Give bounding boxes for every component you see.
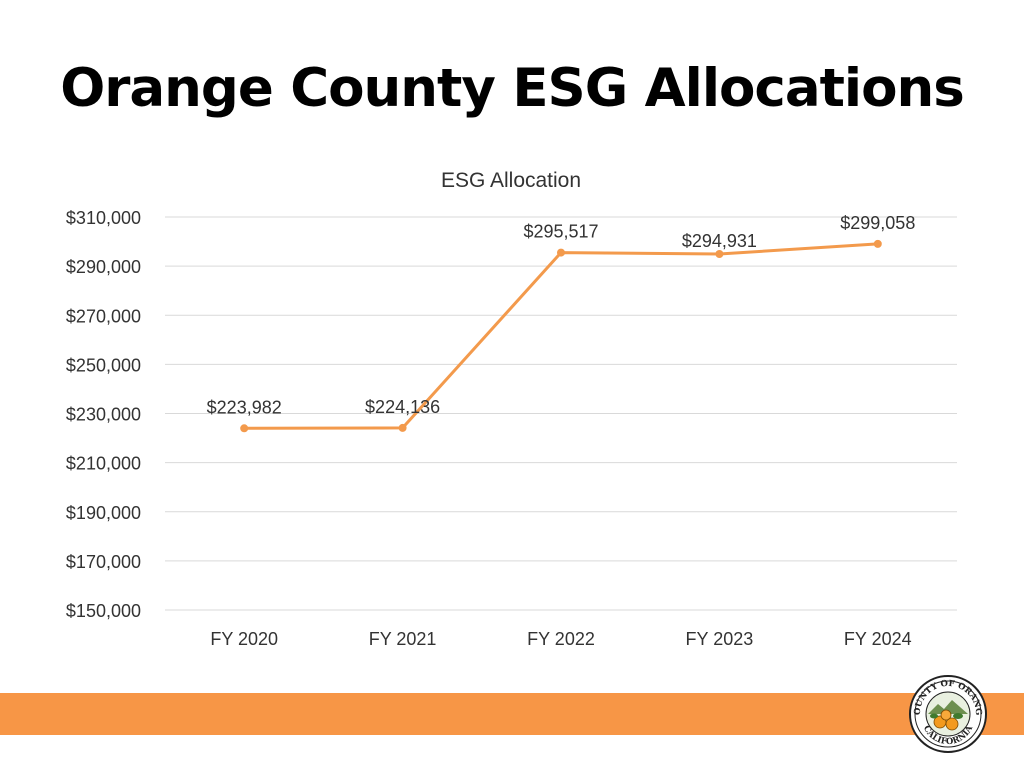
y-tick-label: $230,000 [66, 405, 141, 425]
series-esg-allocation [240, 239, 882, 433]
slide-title: Orange County ESG Allocations [60, 58, 965, 119]
grid-lines [165, 216, 957, 611]
y-tick-label: $270,000 [66, 306, 141, 326]
footer-band [0, 693, 1024, 735]
data-point [240, 424, 249, 433]
data-label: $224,136 [365, 397, 440, 417]
x-axis: FY 2020 FY 2021 FY 2022 FY 2023 FY 2024 [210, 629, 911, 649]
x-tick-label: FY 2021 [369, 629, 437, 649]
y-tick-label: $150,000 [66, 601, 141, 621]
data-label: $223,982 [207, 397, 282, 417]
y-tick-label: $310,000 [66, 208, 141, 228]
data-point [557, 248, 565, 257]
data-point [715, 250, 724, 259]
y-tick-label: $210,000 [66, 454, 141, 474]
series-line [244, 242, 878, 430]
chart-title: ESG Allocation [441, 169, 581, 192]
data-label: $294,931 [682, 231, 757, 251]
x-tick-label: FY 2023 [686, 629, 754, 649]
data-label: $299,058 [840, 213, 915, 233]
x-tick-label: FY 2020 [210, 629, 278, 649]
y-tick-label: $190,000 [66, 503, 141, 523]
y-tick-label: $290,000 [66, 257, 141, 277]
data-point [873, 239, 882, 248]
data-label: $295,517 [523, 222, 598, 242]
y-tick-label: $250,000 [66, 355, 141, 375]
county-seal-logo: COUNTY OF ORANGE CALIFORNIA [908, 674, 987, 753]
x-tick-label: FY 2022 [527, 629, 595, 649]
x-tick-label: FY 2024 [844, 629, 912, 649]
y-tick-label: $170,000 [66, 552, 141, 572]
y-axis: $150,000 $170,000 $190,000 $210,000 $230,000… [66, 208, 141, 621]
data-point [398, 423, 407, 432]
data-labels: $223,982 $224,136 $295,517 $294,931 $299,058 [207, 213, 916, 417]
esg-allocation-chart: ESG Allocation $150,000$170,000$190,000$… [66, 169, 957, 649]
